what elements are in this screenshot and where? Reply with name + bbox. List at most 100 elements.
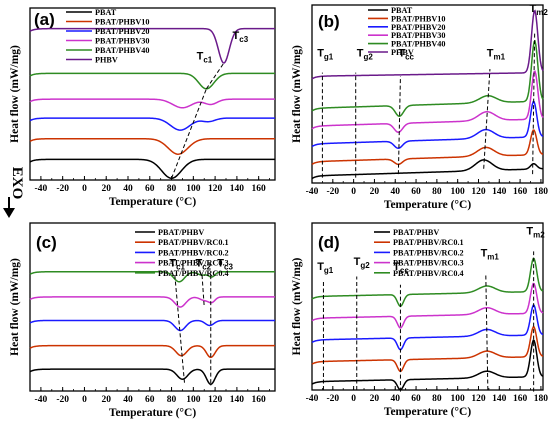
x-tick-label: 40 bbox=[390, 187, 400, 197]
annotation-label: Tc1 bbox=[197, 51, 213, 65]
annotation-subscript: c3 bbox=[224, 263, 233, 272]
guide-line bbox=[532, 31, 536, 175]
annotation-subscript: c1 bbox=[203, 56, 212, 65]
annotation-subscript: cc bbox=[405, 53, 414, 62]
legend-label: PBAT/PHBV/RC0.2 bbox=[158, 248, 229, 257]
series-line bbox=[29, 72, 275, 90]
legend-label: PBAT/PHBV/RC0.1 bbox=[393, 238, 464, 247]
legend-label: PBAT/PHBV40 bbox=[95, 46, 149, 55]
annotation-subscript: c2 bbox=[202, 263, 211, 272]
series-line bbox=[29, 98, 275, 109]
legend-label: PBAT/PHBV40 bbox=[391, 40, 445, 49]
x-tick-label: 20 bbox=[101, 395, 111, 405]
series-line bbox=[29, 117, 275, 131]
annotation-label: Tc3 bbox=[233, 30, 249, 44]
legend-label: PHBV bbox=[391, 48, 414, 57]
x-axis-label: Temperature (°C) bbox=[384, 406, 471, 418]
legend-label: PBAT/PHBV/RC0.1 bbox=[158, 238, 229, 247]
annotation-subscript: g1 bbox=[324, 266, 334, 275]
x-tick-label: 40 bbox=[123, 184, 133, 194]
series-line bbox=[311, 326, 544, 373]
series-line bbox=[311, 159, 544, 180]
series-line bbox=[311, 100, 544, 150]
legend-label: PBAT/PHBV30 bbox=[391, 31, 445, 40]
x-tick-label: 160 bbox=[513, 394, 528, 404]
series-line bbox=[29, 137, 275, 155]
guide-line bbox=[201, 275, 205, 308]
series-line bbox=[311, 304, 544, 351]
x-tick-label: 0 bbox=[351, 394, 356, 404]
legend-label: PBAT/PHBV bbox=[393, 228, 439, 237]
annotation-label: Tg2 bbox=[357, 48, 374, 62]
exo-label: EXO bbox=[9, 167, 25, 200]
legend-label: PHBV bbox=[95, 56, 118, 65]
x-tick-label: -40 bbox=[35, 395, 48, 405]
annotation-label: Tm1 bbox=[481, 247, 500, 261]
legend-label: PBAT bbox=[95, 8, 117, 17]
x-tick-label: 20 bbox=[101, 184, 111, 194]
x-tick-label: 140 bbox=[492, 394, 507, 404]
series-line bbox=[29, 158, 275, 180]
legend-label: PBAT bbox=[391, 6, 413, 15]
x-tick-label: 20 bbox=[370, 394, 380, 404]
guide-line bbox=[483, 69, 491, 169]
plot-frame bbox=[29, 222, 276, 392]
chart-panel-4: -40 -20 0 20 40 60 80 100 120 140 160 180 Temperatur… bbox=[291, 222, 548, 418]
legend-label: PBAT/PHBV/RC0.4 bbox=[393, 269, 464, 278]
plot-frame bbox=[311, 4, 544, 184]
series-line bbox=[29, 368, 275, 386]
x-tick-label: -20 bbox=[56, 184, 69, 194]
annotation-subscript: g2 bbox=[363, 53, 373, 62]
panel-label: (b) bbox=[318, 12, 340, 31]
x-tick-label: 80 bbox=[167, 184, 177, 194]
legend-label: PBAT/PHBV/RC0.2 bbox=[393, 248, 464, 257]
series-line bbox=[311, 129, 544, 166]
panel-label: (d) bbox=[318, 233, 340, 252]
exo-indicator: EXO bbox=[3, 167, 25, 218]
x-tick-label: 120 bbox=[208, 184, 223, 194]
x-tick-label: 60 bbox=[411, 187, 421, 197]
x-tick-label: -20 bbox=[326, 187, 339, 197]
legend-label: PBAT/PHBV20 bbox=[391, 23, 445, 32]
guide-line bbox=[397, 76, 401, 175]
legend-label: PBAT/PHBV20 bbox=[95, 27, 149, 36]
guide-line bbox=[171, 88, 207, 179]
x-tick-label: 100 bbox=[186, 395, 201, 405]
x-tick-label: 140 bbox=[230, 184, 245, 194]
legend-label: PBAT/PHBV/RC0.4 bbox=[158, 269, 229, 278]
legend-label: PBAT/PHBV30 bbox=[95, 37, 149, 46]
chart-panel-3: -40 -20 0 20 40 60 80 100 120 140 160 Temperature (… bbox=[9, 222, 276, 419]
y-axis-label: Heat flow (mW/mg) bbox=[291, 257, 303, 355]
annotation-subscript: cc bbox=[400, 266, 409, 275]
x-tick-label: 180 bbox=[534, 187, 549, 197]
x-tick-label: 60 bbox=[145, 395, 155, 405]
x-tick-label: -20 bbox=[56, 395, 69, 405]
x-tick-label: -40 bbox=[35, 184, 48, 194]
annotation-subscript: c3 bbox=[239, 35, 248, 44]
annotation-subscript: c1 bbox=[176, 263, 185, 272]
annotation-subscript: m2 bbox=[536, 8, 548, 17]
x-tick-label: 160 bbox=[513, 187, 528, 197]
x-tick-label: 140 bbox=[492, 187, 507, 197]
x-tick-label: 80 bbox=[432, 187, 442, 197]
x-tick-label: 100 bbox=[186, 184, 201, 194]
legend-label: PBAT/PHBV10 bbox=[391, 14, 445, 23]
legend-label: PBAT/PHBV/RC0.3 bbox=[393, 259, 464, 268]
x-tick-label: -40 bbox=[306, 187, 319, 197]
annotation-subscript: g1 bbox=[324, 53, 334, 62]
x-tick-label: 60 bbox=[411, 394, 421, 404]
annotation-label: Tg1 bbox=[317, 261, 334, 275]
x-tick-label: 20 bbox=[370, 187, 380, 197]
panel-label: (a) bbox=[34, 10, 55, 29]
x-tick-label: 0 bbox=[82, 184, 87, 194]
guide-line bbox=[485, 273, 489, 391]
x-tick-label: -20 bbox=[326, 394, 339, 404]
x-tick-label: 160 bbox=[252, 395, 267, 405]
x-tick-label: 80 bbox=[167, 395, 177, 405]
x-tick-label: 120 bbox=[471, 394, 486, 404]
x-tick-label: 0 bbox=[82, 395, 87, 405]
series-line bbox=[311, 9, 544, 80]
x-tick-label: 140 bbox=[230, 395, 245, 405]
x-tick-label: 40 bbox=[390, 394, 400, 404]
